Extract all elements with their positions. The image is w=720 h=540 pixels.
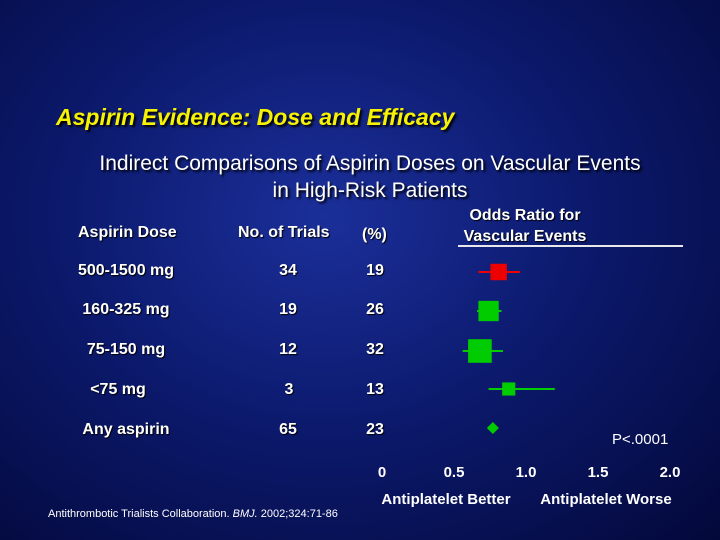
row-dose: 75-150 mg bbox=[86, 341, 166, 358]
row-dose: 500-1500 mg bbox=[77, 262, 175, 279]
estimate-square bbox=[468, 339, 492, 363]
row-percent: 19 bbox=[366, 262, 384, 279]
x-label-better: Antiplatelet Better bbox=[381, 491, 510, 508]
row-dose: <75 mg bbox=[90, 381, 146, 398]
row-dose: Any aspirin bbox=[82, 421, 170, 438]
row-dose: 160-325 mg bbox=[82, 301, 170, 318]
row-percent: 23 bbox=[366, 421, 384, 438]
slide-title: Aspirin Evidence: Dose and Efficacy bbox=[56, 104, 455, 130]
citation-details: 2002;324:71-86 bbox=[260, 508, 338, 520]
header-odds-ratio-line2: Vascular Events bbox=[463, 228, 587, 245]
citation-journal: BMJ. bbox=[232, 508, 258, 520]
header-odds-ratio-line1: Odds Ratio for bbox=[469, 207, 581, 224]
x-tick-label: 1.5 bbox=[588, 464, 609, 481]
estimate-square bbox=[478, 300, 499, 322]
estimate-square bbox=[502, 382, 516, 396]
header-percent: (%) bbox=[362, 226, 387, 243]
row-trials: 34 bbox=[279, 262, 297, 279]
citation-authors: Antithrombotic Trialists Collaboration. bbox=[48, 508, 230, 520]
row-trials: 65 bbox=[279, 421, 297, 438]
header-no-of-trials: No. of Trials bbox=[238, 224, 330, 241]
header-rule bbox=[458, 245, 683, 247]
row-percent: 13 bbox=[366, 381, 384, 398]
row-trials: 12 bbox=[279, 341, 297, 358]
x-tick-label: 1.0 bbox=[516, 464, 537, 481]
row-percent: 26 bbox=[366, 301, 384, 318]
citation-footnote: Antithrombotic Trialists Collaboration. … bbox=[48, 508, 338, 520]
estimate-square bbox=[490, 263, 507, 281]
subtitle-line-2: in High-Risk Patients bbox=[272, 179, 468, 202]
row-trials: 3 bbox=[284, 381, 294, 398]
row-trials: 19 bbox=[279, 301, 297, 318]
x-tick-label: 2.0 bbox=[660, 464, 681, 481]
header-odds-ratio: Odds Ratio for Vascular Events bbox=[440, 205, 610, 247]
header-aspirin-dose: Aspirin Dose bbox=[78, 224, 177, 241]
p-value: P<.0001 bbox=[612, 431, 669, 448]
subtitle-line-1: Indirect Comparisons of Aspirin Doses on… bbox=[99, 152, 641, 175]
x-label-worse: Antiplatelet Worse bbox=[540, 491, 671, 508]
slide-subtitle: Indirect Comparisons of Aspirin Doses on… bbox=[0, 150, 720, 204]
pooled-diamond bbox=[486, 422, 499, 434]
row-percent: 32 bbox=[366, 341, 384, 358]
x-tick-label: 0.5 bbox=[444, 464, 465, 481]
x-tick-label: 0 bbox=[378, 464, 386, 481]
